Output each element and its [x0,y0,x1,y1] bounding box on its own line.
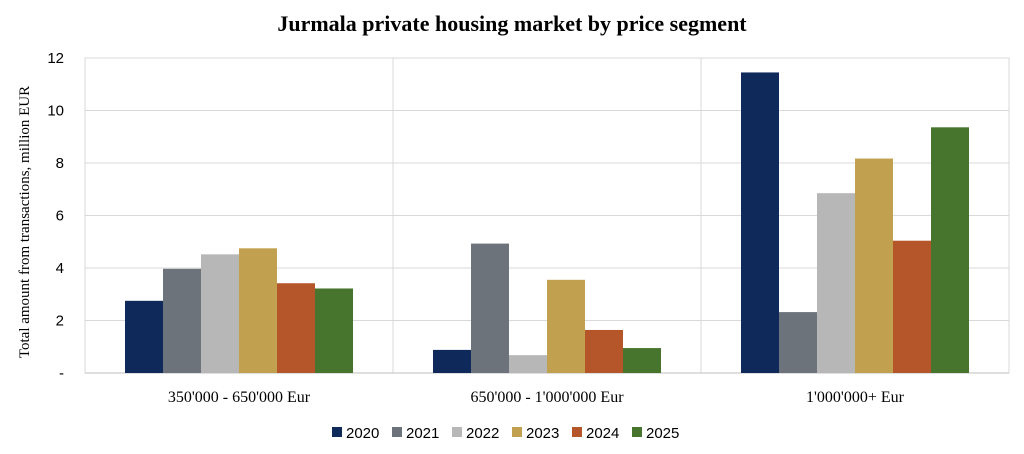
legend-label: 2025 [646,425,679,442]
legend-label: 2023 [526,425,559,442]
bar-2024-cat-1 [585,329,623,373]
bar-2021-cat-2 [779,312,817,373]
y-tick-label: 10 [47,103,64,120]
category-label: 350'000 - 650'000 Eur [168,389,311,406]
y-axis-label: Total amount from transactions, million … [17,86,33,358]
legend-swatch-2025 [632,427,642,437]
legend-label: 2021 [406,425,439,442]
bar-2022-cat-2 [817,193,855,373]
y-tick-label: 6 [56,208,64,225]
bar-2023-cat-0 [239,248,277,373]
legend-swatch-2023 [512,427,522,437]
legend-label: 2020 [346,425,379,442]
legend-label: 2022 [466,425,499,442]
chart-title: Jurmala private housing market by price … [277,11,747,36]
bar-2025-cat-2 [931,127,969,373]
bar-2020-cat-0 [125,300,163,373]
category-labels: 350'000 - 650'000 Eur 650'000 - 1'000'000… [168,389,905,406]
legend-swatch-2022 [452,427,462,437]
category-label: 1'000'000+ Eur [806,389,905,406]
y-tick-label: 2 [56,313,64,330]
y-tick-label: 12 [47,50,64,67]
bar-2021-cat-1 [471,243,509,373]
legend-label: 2024 [586,425,619,442]
y-tick-label: 8 [56,155,64,172]
bars-layer [125,72,969,373]
bar-2025-cat-0 [315,288,353,373]
y-tick-label: 4 [56,260,64,277]
bar-2023-cat-1 [547,279,585,373]
bar-2023-cat-2 [855,158,893,373]
y-ticks: - 2 4 6 8 10 12 [47,50,64,382]
bar-2020-cat-2 [741,72,779,373]
bar-2021-cat-0 [163,268,201,373]
legend-swatch-2021 [392,427,402,437]
bar-2025-cat-1 [623,348,661,373]
bar-2022-cat-1 [509,355,547,373]
bar-2020-cat-1 [433,349,471,373]
bar-2024-cat-0 [277,283,315,373]
bar-2024-cat-2 [893,240,931,373]
legend-swatch-2020 [332,427,342,437]
legend-swatch-2024 [572,427,582,437]
legend: 2020 2021 2022 2023 2024 2025 [332,425,679,442]
y-tick-label: - [59,365,64,382]
category-label: 650'000 - 1'000'000 Eur [470,389,624,406]
bar-2022-cat-0 [201,254,239,373]
